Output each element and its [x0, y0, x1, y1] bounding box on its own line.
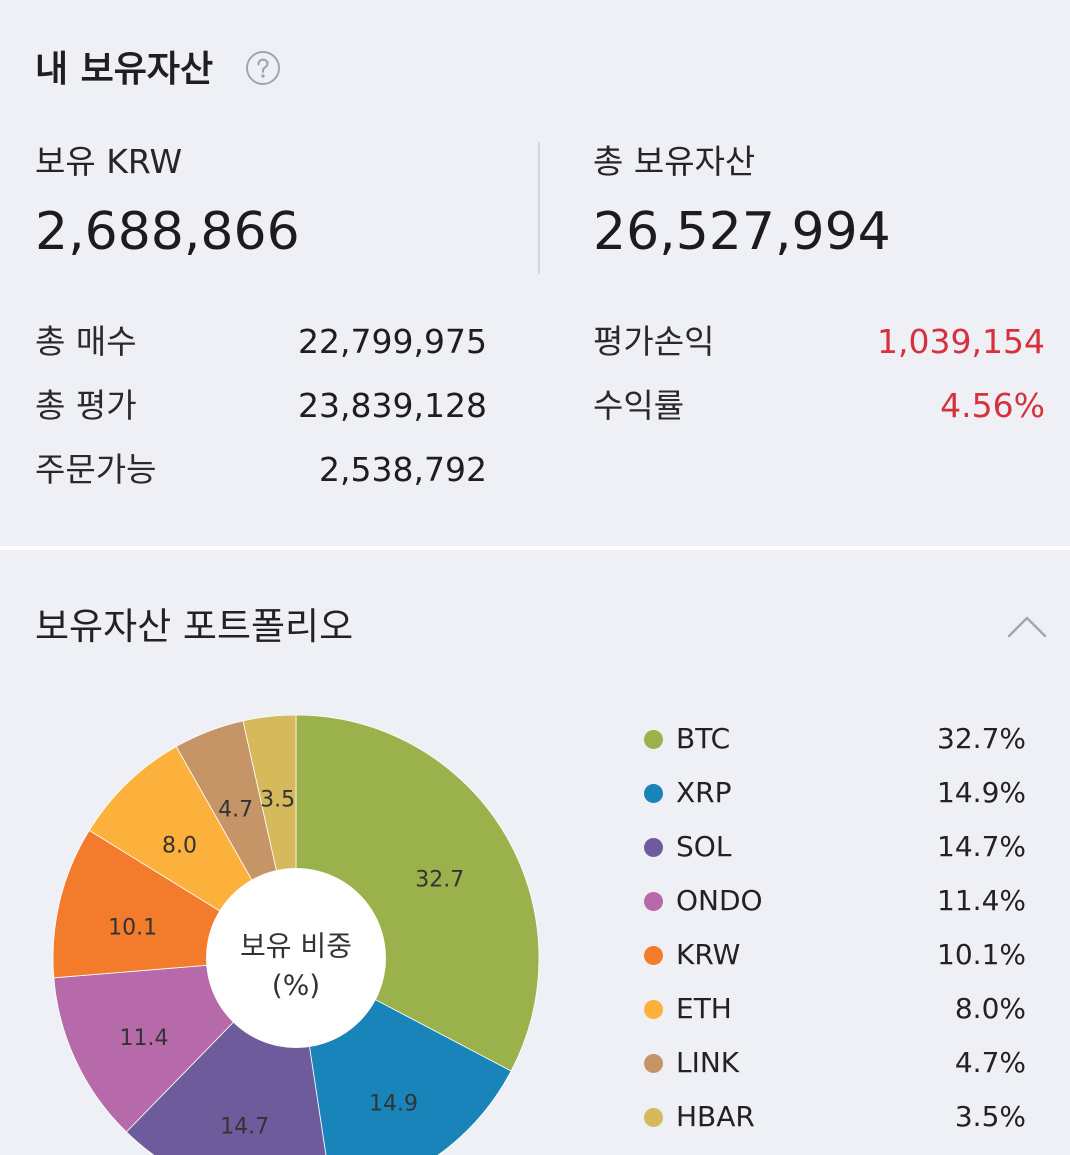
orderable-row: 주문가능 2,538,792 [35, 438, 487, 502]
profit-loss-row: 평가손익 1,039,154 [593, 310, 1045, 374]
legend-item-link: LINK 4.7% [644, 1036, 1026, 1090]
legend-value-sol: 14.7% [937, 830, 1026, 863]
legend-value-btc: 32.7% [937, 722, 1026, 755]
slice-label-sol: 14.7 [220, 1114, 269, 1139]
total-purchase-value: 22,799,975 [298, 322, 487, 361]
portfolio-legend: BTC 32.7% XRP 14.9% SOL 14.7% ONDO 11.4% KRW 10.1… [644, 712, 1026, 1144]
portfolio-title: 보유자산 포트폴리오 [35, 605, 354, 648]
orderable-label: 주문가능 [35, 450, 157, 489]
section-divider [0, 546, 1070, 550]
legend-value-krw: 10.1% [937, 938, 1026, 971]
total-evaluation-value: 23,839,128 [298, 386, 487, 425]
profit-loss-value: 1,039,154 [877, 322, 1045, 361]
question-circle-icon[interactable] [245, 50, 281, 86]
orderable-value: 2,538,792 [319, 450, 487, 489]
profit-summary-list: 평가손익 1,039,154 수익률 4.56% [593, 310, 1045, 438]
donut-hole [206, 868, 386, 1048]
total-purchase-label: 총 매수 [35, 322, 137, 361]
legend-dot-xrp [644, 783, 663, 803]
legend-dot-krw [644, 945, 663, 965]
total-assets-label: 총 보유자산 [593, 142, 756, 181]
legend-dot-link [644, 1053, 663, 1073]
legend-value-ondo: 11.4% [937, 884, 1026, 917]
slice-label-hbar: 3.5 [260, 788, 295, 813]
legend-dot-sol [644, 837, 663, 857]
legend-dot-btc [644, 729, 663, 749]
legend-value-link: 4.7% [954, 1046, 1026, 1079]
legend-value-eth: 8.0% [954, 992, 1026, 1025]
donut-center-label-line1: 보유 비중 [240, 930, 352, 963]
krw-balance-value: 2,688,866 [35, 202, 300, 262]
pie-slice-labels: 32.7 14.9 14.7 11.4 10.1 8.0 4.7 3.5 [108, 788, 464, 1140]
legend-item-xrp: XRP 14.9% [644, 766, 1026, 820]
legend-item-sol: SOL 14.7% [644, 820, 1026, 874]
legend-label-ondo: ONDO [676, 884, 763, 917]
portfolio-donut-chart: 보유 비중 (%) 32.7 14.9 14.7 11.4 10.1 8.0 4.7 3.5 [52, 714, 540, 1155]
legend-dot-eth [644, 999, 663, 1019]
slice-label-link: 4.7 [218, 798, 253, 823]
slice-label-ondo: 11.4 [120, 1026, 169, 1051]
purchase-summary-list: 총 매수 22,799,975 총 평가 23,839,128 주문가능 2,5… [35, 310, 487, 502]
total-evaluation-row: 총 평가 23,839,128 [35, 374, 487, 438]
summary-divider [538, 142, 540, 274]
return-rate-row: 수익률 4.56% [593, 374, 1045, 438]
total-assets-value: 26,527,994 [593, 202, 891, 262]
legend-item-ondo: ONDO 11.4% [644, 874, 1026, 928]
legend-label-eth: ETH [676, 992, 732, 1025]
legend-value-xrp: 14.9% [937, 776, 1026, 809]
donut-center-label-line2: (%) [272, 969, 320, 1002]
slice-label-btc: 32.7 [415, 868, 464, 893]
chevron-up-icon[interactable] [1006, 610, 1048, 642]
legend-dot-hbar [644, 1107, 663, 1127]
legend-item-btc: BTC 32.7% [644, 712, 1026, 766]
legend-label-xrp: XRP [676, 776, 732, 809]
legend-label-sol: SOL [676, 830, 732, 863]
krw-balance-label: 보유 KRW [35, 142, 183, 181]
legend-item-krw: KRW 10.1% [644, 928, 1026, 982]
legend-label-btc: BTC [676, 722, 731, 755]
slice-label-krw: 10.1 [108, 915, 157, 940]
slice-label-eth: 8.0 [162, 834, 197, 859]
legend-label-link: LINK [676, 1046, 740, 1079]
legend-dot-ondo [644, 891, 663, 911]
return-rate-value: 4.56% [940, 386, 1045, 425]
legend-label-hbar: HBAR [676, 1100, 755, 1133]
total-evaluation-label: 총 평가 [35, 386, 137, 425]
return-rate-label: 수익률 [593, 386, 685, 425]
profit-loss-label: 평가손익 [593, 322, 715, 361]
total-purchase-row: 총 매수 22,799,975 [35, 310, 487, 374]
page-title: 내 보유자산 [35, 49, 214, 90]
legend-item-eth: ETH 8.0% [644, 982, 1026, 1036]
legend-value-hbar: 3.5% [954, 1100, 1026, 1133]
legend-label-krw: KRW [676, 938, 741, 971]
legend-item-hbar: HBAR 3.5% [644, 1090, 1026, 1144]
slice-label-xrp: 14.9 [369, 1091, 418, 1116]
